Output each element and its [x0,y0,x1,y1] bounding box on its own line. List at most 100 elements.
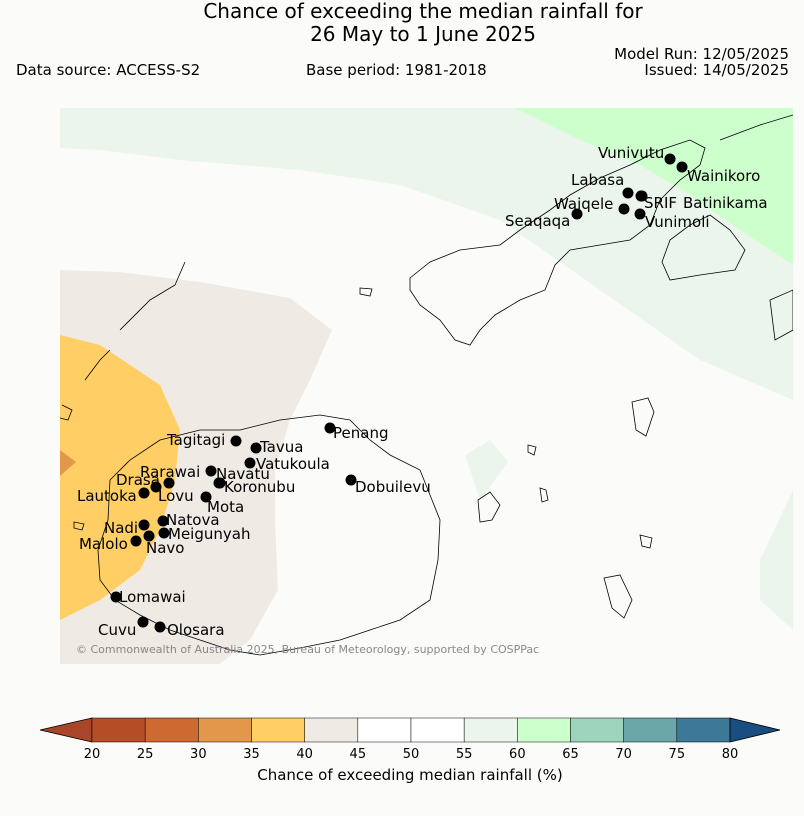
station-label-vatukoula: Vatukoula [256,455,330,473]
yasawa-chain [119,261,186,331]
colorbar-swatch [463,717,518,743]
colorbar-tick-label: 75 [669,747,686,762]
station-label-malolo: Malolo [79,535,128,553]
station-marker-lautoka [138,487,150,499]
station-label-seaqaqa: Seaqaqa [505,212,570,230]
colorbar-tick-label: 30 [190,747,207,762]
station-marker-cuvu [137,616,149,628]
station-label-labasa: Labasa [571,171,624,189]
station-marker-drasa [150,481,162,493]
station-label-navatu: Navatu [216,465,270,483]
station-marker-vunimoli [634,208,646,220]
station-marker-rarawai [205,465,217,477]
station-label-natova: Natova [166,511,220,529]
colorbar-tick-label: 65 [562,747,579,762]
station-marker-navo [143,530,155,542]
station-label-mota: Mota [207,498,244,516]
station-marker-vunivutu [664,153,676,165]
station-marker-dobuilevu [345,474,357,486]
station-label-tagitagi: Tagitagi [166,431,225,449]
islet-2 [539,487,549,503]
station-label-waiqele: Waiqele [554,195,613,213]
station-label-vunivutu: Vunivutu [598,144,664,162]
colorbar-swatch [357,717,412,743]
station-marker-meigunyah [158,527,170,539]
colorbar-tick-label: 45 [350,747,367,762]
station-label-tavua: Tavua [259,438,303,456]
east-islet [769,289,793,341]
station-marker-vatukoula [244,457,256,469]
ne-coast [719,114,793,141]
title-line-1: Chance of exceeding the median rainfall … [203,0,643,23]
kadavu-islet-1 [477,491,501,523]
station-marker-mota [200,491,212,503]
station-marker-batinikama [635,190,647,202]
station-label-lovu: Lovu [158,487,194,505]
colorbar-tick-label: 25 [137,747,154,762]
probability-shading [60,108,793,664]
colorbar-tick-label: 40 [296,747,313,762]
colorbar-tick-label: 80 [722,747,739,762]
station-marker-nadi [138,519,150,531]
zone-35-40 [60,335,180,620]
station-label-navo: Navo [146,539,184,557]
data-source-text: Data source: ACCESS-S2 [16,61,201,79]
colorbar-swatch [91,717,146,743]
zone-55-60-island [465,440,508,500]
station-label-wainikoro: Wainikoro [687,167,760,185]
station-marker-koronubu [214,477,226,489]
station-label-lomawai: Lomawai [119,588,186,606]
colorbar-swatch [144,717,199,743]
station-marker-waiqele [618,203,630,215]
chart-title: Chance of exceeding the median rainfall … [0,0,804,46]
station-markers: Vunivutu Wainikoro Labasa Waiqele SRIF Batini… [77,144,768,639]
station-label-drasa: Drasa [116,471,160,489]
colorbar-tick-label: 55 [456,747,473,762]
station-marker-lomawai [110,591,122,603]
yasawa-south [84,349,111,381]
station-label-srif: SRIF [644,194,677,212]
station-label-vunimoli: Vunimoli [645,213,710,231]
issued-text: Issued: 14/05/2025 [644,61,789,79]
colorbar-tick-label: 20 [84,747,101,762]
colorbar-tick-label: 70 [615,747,632,762]
colorbar-label: Chance of exceeding median rainfall (%) [257,766,562,784]
colorbar-extend-high [729,717,781,743]
zone-55-60-se [760,490,793,630]
zone-55-60 [60,108,793,400]
islet-7 [73,521,85,531]
station-marker-penang [324,422,336,434]
station-label-dobuilevu: Dobuilevu [355,478,431,496]
colorbar-swatch [570,717,624,743]
colorbar-tick-label: 35 [243,747,260,762]
colorbar: 20 25 30 35 40 45 50 55 60 65 70 75 80 [39,717,781,762]
taveuni-coast [661,214,746,281]
station-label-batinikama: Batinikama [683,194,768,212]
islet-6 [359,287,373,297]
station-label-lautoka: Lautoka [77,487,137,505]
copyright-text: © Commonwealth of Australia 2025, Bureau… [76,643,539,656]
station-label-penang: Penang [333,424,388,442]
station-marker-natova [157,515,169,527]
station-marker-wainikoro [676,161,688,173]
islet-4 [639,534,653,549]
station-marker-tagitagi [230,435,242,447]
station-label-olosara: Olosara [167,621,225,639]
colorbar-swatch [623,717,678,743]
colorbar-swatch [198,717,252,743]
station-label-meigunyah: Meigunyah [168,525,250,543]
colorbar-swatch [251,717,305,743]
station-marker-olosara [154,621,166,633]
station-label-rarawai: Rarawai [140,463,200,481]
islet-3 [527,444,537,456]
colorbar-swatch [304,717,359,743]
zone-30-35 [60,450,76,476]
station-marker-labasa [622,187,634,199]
islet-west [60,404,73,421]
station-marker-tavua [250,442,262,454]
colorbar-swatch [410,717,465,743]
colorbar-tick-label: 60 [509,747,526,762]
model-run-text: Model Run: 12/05/2025 [614,45,789,63]
vanua-levu-coast [409,139,706,346]
